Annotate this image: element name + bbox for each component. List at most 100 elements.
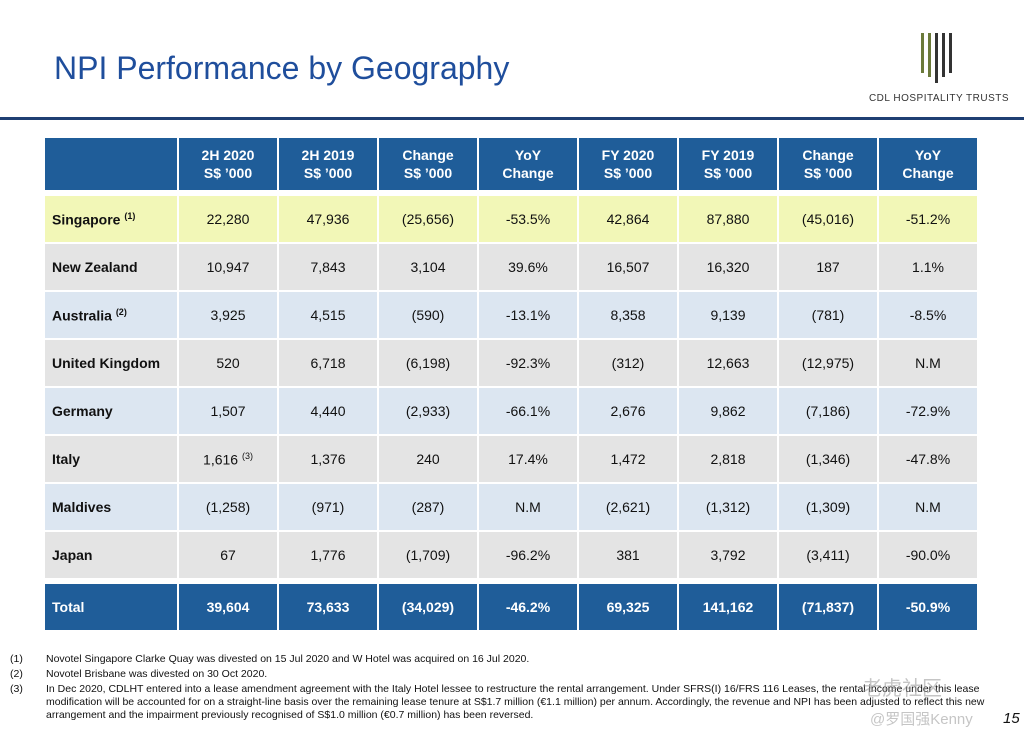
- cell-value: -8.5%: [909, 307, 947, 323]
- row-name: Australia: [52, 307, 112, 324]
- table-cell: 42,864: [577, 194, 679, 244]
- header-text: 2H 2020: [201, 147, 255, 163]
- row-label: Singapore (1): [43, 194, 179, 244]
- row-name: Maldives: [52, 499, 112, 515]
- table-cell: 4,440: [277, 386, 379, 436]
- row-label: Total: [43, 582, 179, 632]
- cell-value: 9,862: [710, 403, 746, 419]
- table-cell: 4,515: [277, 290, 379, 340]
- cell-value: N.M: [515, 499, 541, 515]
- table-cell: 67: [177, 530, 279, 580]
- row-name: Germany: [52, 403, 113, 419]
- header-text: S$ ’000: [703, 165, 753, 181]
- cell-value: 3,104: [410, 259, 446, 275]
- cell-value: (1,258): [205, 499, 251, 515]
- table-cell: 520: [177, 338, 279, 388]
- table-cell: 1,776: [277, 530, 379, 580]
- table-cell: (3,411): [777, 530, 879, 580]
- footnote-ref: (2): [115, 306, 127, 317]
- cell-value: 520: [216, 355, 240, 371]
- table-cell: 39.6%: [477, 242, 579, 292]
- table-cell: 1,507: [177, 386, 279, 436]
- header-text: S$ ’000: [803, 165, 853, 181]
- table-row: Maldives (1,258) (971) (287) N.M (2,621) (1,31…: [43, 482, 979, 532]
- table-row: Australia (2) 3,925 4,515 (590) -13.1% 8,358 9…: [43, 290, 979, 340]
- header-text: S$ ’000: [403, 165, 453, 181]
- cell-value: -72.9%: [905, 403, 951, 419]
- table-cell: 87,880: [677, 194, 779, 244]
- table-cell: (71,837): [777, 582, 879, 632]
- table-cell: -51.2%: [877, 194, 979, 244]
- cell-value: -50.9%: [905, 599, 951, 615]
- cell-value: (45,016): [801, 211, 855, 227]
- table-cell: 9,862: [677, 386, 779, 436]
- table-cell: (971): [277, 482, 379, 532]
- table-cell: (2,933): [377, 386, 479, 436]
- cell-value: (1,346): [805, 451, 851, 467]
- slide-title: NPI Performance by Geography: [54, 50, 510, 86]
- table-cell: -90.0%: [877, 530, 979, 580]
- cell-value: 4,515: [310, 307, 346, 323]
- cell-value: 69,325: [606, 599, 650, 615]
- cell-value: 1,776: [310, 547, 346, 563]
- header-text: YoY: [914, 147, 942, 163]
- footnote: (3) In Dec 2020, CDLHT entered into a lea…: [10, 683, 995, 722]
- header-text: 2H 2019: [301, 147, 355, 163]
- table-cell: 12,663: [677, 338, 779, 388]
- footnote-marker: (3): [10, 683, 23, 695]
- cell-value: 39,604: [206, 599, 250, 615]
- table-cell: (287): [377, 482, 479, 532]
- footnote-text: Novotel Singapore Clarke Quay was divest…: [46, 653, 530, 665]
- header-text: YoY: [514, 147, 542, 163]
- table-cell: 381: [577, 530, 679, 580]
- cell-value: 42,864: [606, 211, 650, 227]
- footnote-ref: (1): [124, 210, 136, 221]
- cell-value: -96.2%: [505, 547, 551, 563]
- cell-value: 67: [220, 547, 236, 563]
- footnote-text: Novotel Brisbane was divested on 30 Oct …: [46, 668, 268, 680]
- table-cell: 187: [777, 242, 879, 292]
- header-cell: YoY Change: [477, 136, 579, 192]
- cell-value: (312): [611, 355, 645, 371]
- cell-value: 22,280: [206, 211, 250, 227]
- cell-value: N.M: [915, 355, 941, 371]
- row-name: Italy: [52, 451, 81, 467]
- table-cell: 3,925: [177, 290, 279, 340]
- cell-value: 17.4%: [508, 451, 548, 467]
- logo: CDL HOSPITALITY TRUSTS: [866, 30, 1012, 110]
- table-cell: (312): [577, 338, 679, 388]
- header-text: S$ ’000: [303, 165, 353, 181]
- logo-text: CDL HOSPITALITY TRUSTS: [868, 93, 1010, 104]
- table-cell: (34,029): [377, 582, 479, 632]
- cell-value: 141,162: [702, 599, 754, 615]
- cell-value: 3,925: [210, 307, 246, 323]
- cell-value: 47,936: [306, 211, 350, 227]
- header-cell: FY 2019 S$ ’000: [677, 136, 779, 192]
- cell-value: 381: [616, 547, 640, 563]
- table-cell: (590): [377, 290, 479, 340]
- cell-value: (590): [411, 307, 445, 323]
- cell-value: (6,198): [405, 355, 451, 371]
- table-row: New Zealand 10,947 7,843 3,104 39.6% 16,507 16…: [43, 242, 979, 292]
- table-cell: 17.4%: [477, 434, 579, 484]
- table-row: Italy 1,616 (3) 1,376 240 17.4% 1,472 2,818 (1,…: [43, 434, 979, 484]
- row-label: Maldives: [43, 482, 179, 532]
- table-row: United Kingdom 520 6,718 (6,198) -92.3% (312)…: [43, 338, 979, 388]
- header-cell: [43, 136, 179, 192]
- table-cell: 9,139: [677, 290, 779, 340]
- header-text: Change: [902, 165, 954, 181]
- table-cell: 1,376: [277, 434, 379, 484]
- table-row: Singapore (1) 22,280 47,936 (25,656) -53.5% 4…: [43, 194, 979, 244]
- cell-value: (12,975): [801, 355, 855, 371]
- cell-value: 16,507: [606, 259, 650, 275]
- row-label: Japan: [43, 530, 179, 580]
- table-cell: 16,507: [577, 242, 679, 292]
- header-cell: FY 2020 S$ ’000: [577, 136, 679, 192]
- row-label: New Zealand: [43, 242, 179, 292]
- table-cell: -13.1%: [477, 290, 579, 340]
- spacer: [43, 578, 979, 584]
- cell-value: 7,843: [310, 259, 346, 275]
- table-cell: -96.2%: [477, 530, 579, 580]
- table-cell: 3,792: [677, 530, 779, 580]
